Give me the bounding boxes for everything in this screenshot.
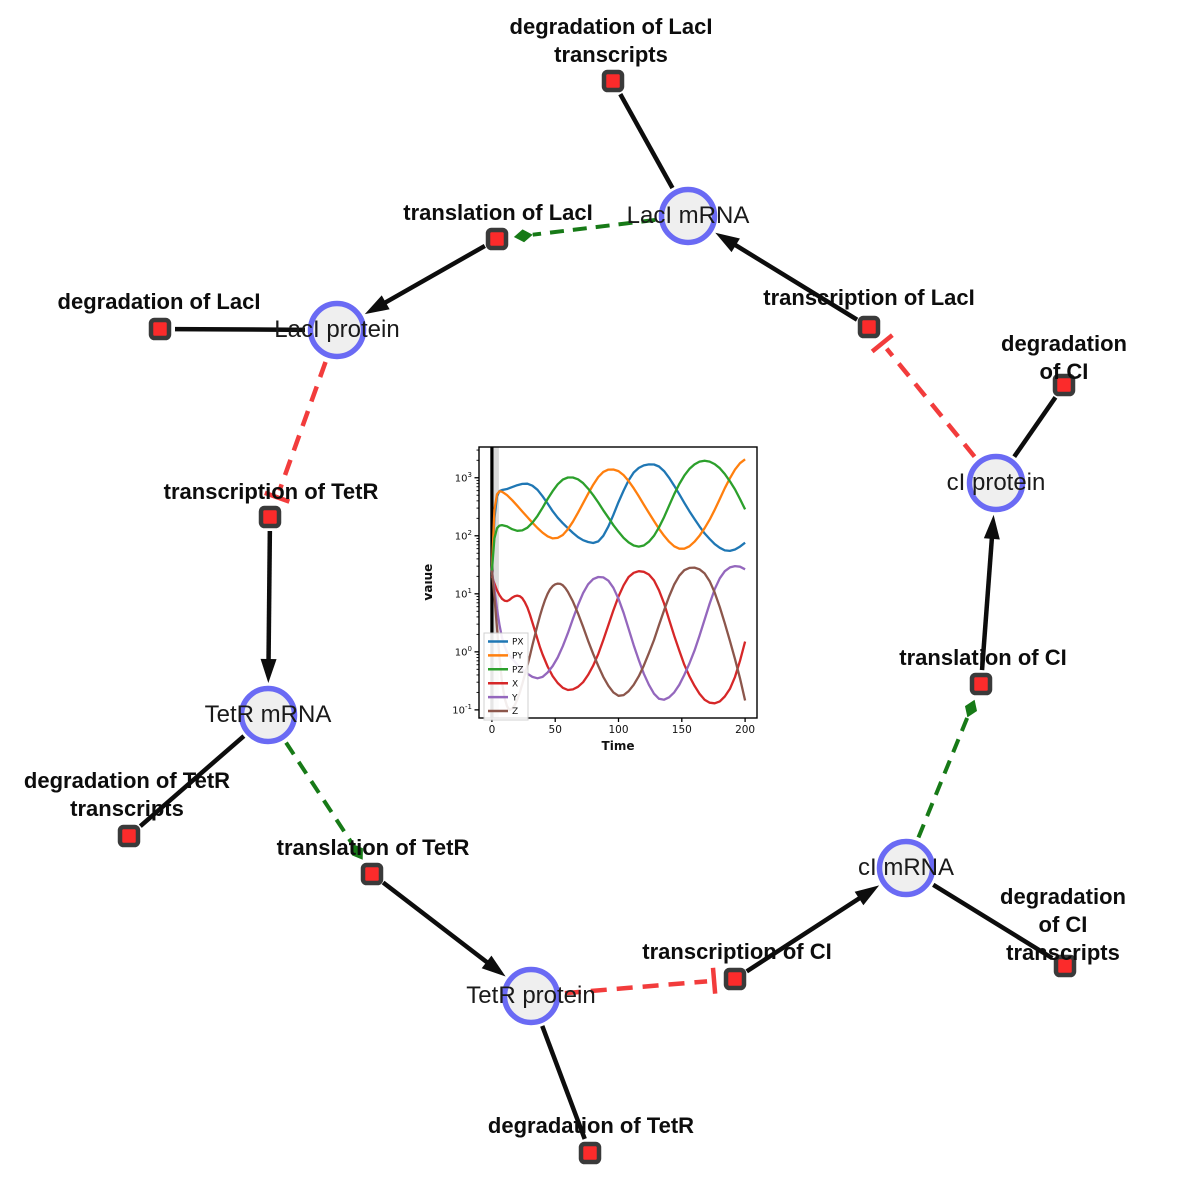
timeseries-inset-chart: 0 50 100 150 20010-1100101102103TimeValuePXP…: [425, 446, 758, 753]
species-node-tetr-mrna[interactable]: [238, 685, 298, 745]
reaction-node-transcription-tetr[interactable]: [258, 505, 282, 529]
legend-entry-Z: Z: [512, 707, 518, 717]
reaction-node-translation-tetr[interactable]: [360, 862, 384, 886]
chart-x-axis: 0 50 100 150 200: [489, 718, 755, 736]
svg-text:150: 150: [672, 724, 692, 736]
edge-consumption-ci-protein-deg-ci: [1012, 396, 1058, 458]
svg-text:102: 102: [455, 529, 472, 543]
legend-entry-PZ: PZ: [512, 666, 524, 676]
svg-text:100: 100: [608, 724, 628, 736]
series-line-Y: [490, 564, 746, 701]
species-node-tetr-protein[interactable]: [501, 966, 561, 1026]
edge-inhibition-laci-protein-transcription-tetr: [264, 361, 328, 504]
species-node-ci-mrna[interactable]: [876, 838, 936, 898]
edge-modifier-laci-mrna-translation-laci: [513, 217, 656, 243]
edge-production-transcription-laci-laci-mrna: [715, 232, 859, 322]
edge-production-translation-tetr-tetr-protein: [381, 880, 506, 977]
reaction-node-translation-laci[interactable]: [485, 227, 509, 251]
svg-text:0: 0: [489, 724, 496, 736]
edge-consumption-laci-mrna-deg-laci-transcripts: [618, 93, 675, 190]
chart-x-axis-label: Time: [602, 739, 635, 753]
legend-entry-X: X: [512, 679, 518, 689]
reaction-node-translation-ci[interactable]: [969, 672, 993, 696]
series-line-PX: [490, 463, 746, 571]
svg-text:50: 50: [549, 724, 562, 736]
chart-y-axis-label: Value: [425, 564, 435, 602]
species-node-laci-mrna[interactable]: [658, 186, 718, 246]
edge-modifier-tetr-mrna-translation-tetr: [284, 741, 363, 860]
chart-legend: PX PY PZ XYZ: [483, 632, 529, 721]
reaction-node-transcription-ci[interactable]: [723, 967, 747, 991]
reaction-node-deg-laci-transcripts[interactable]: [601, 69, 625, 93]
reaction-node-deg-ci-transcripts[interactable]: [1053, 954, 1077, 978]
edge-consumption-tetr-mrna-deg-tetr-transcripts: [138, 734, 246, 828]
svg-text:103: 103: [455, 471, 472, 485]
series-line-PY: [490, 458, 746, 571]
chart-init-span: [492, 447, 499, 718]
series-line-PZ: [490, 459, 747, 571]
edge-inhibition-tetr-protein-transcription-ci: [564, 967, 718, 996]
svg-text:10-1: 10-1: [452, 703, 472, 717]
legend-entry-PY: PY: [512, 652, 523, 662]
reaction-node-transcription-laci[interactable]: [857, 315, 881, 339]
svg-text:200: 200: [735, 724, 755, 736]
edge-inhibition-ci-protein-transcription-laci: [870, 333, 977, 459]
species-node-laci-protein[interactable]: [307, 300, 367, 360]
reaction-node-deg-ci[interactable]: [1052, 373, 1076, 397]
chart-y-axis: 10-1 100 101 102 103: [452, 449, 479, 717]
series-line-Z: [490, 566, 747, 712]
svg-text:101: 101: [455, 587, 472, 601]
edge-production-transcription-tetr-tetr-mrna: [260, 530, 277, 684]
chart-series-group: [490, 458, 747, 712]
reaction-node-deg-laci[interactable]: [148, 317, 172, 341]
svg-text:100: 100: [455, 645, 472, 659]
edge-production-translation-ci-ci-protein: [979, 514, 1000, 671]
edge-consumption-ci-mrna-deg-ci-transcripts: [932, 882, 1054, 961]
edge-production-transcription-ci-ci-mrna: [745, 885, 880, 974]
legend-entry-PX: PX: [512, 638, 524, 648]
reaction-node-deg-tetr-transcripts[interactable]: [117, 824, 141, 848]
series-line-X: [490, 570, 747, 705]
edge-consumption-laci-protein-deg-laci: [174, 326, 306, 333]
legend-entry-Y: Y: [511, 693, 518, 703]
species-node-ci-protein[interactable]: [966, 453, 1026, 513]
edge-production-translation-laci-laci-protein: [364, 243, 486, 315]
reaction-node-deg-tetr[interactable]: [578, 1141, 602, 1165]
edge-consumption-tetr-protein-deg-tetr: [540, 1025, 587, 1140]
edge-modifier-ci-mrna-translation-ci: [916, 699, 978, 839]
